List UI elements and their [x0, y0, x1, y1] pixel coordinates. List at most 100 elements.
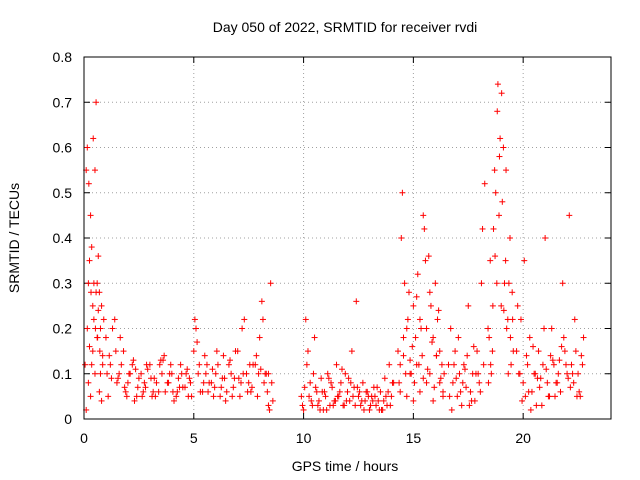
- data-point: [522, 393, 529, 400]
- data-point: [259, 316, 266, 323]
- data-point: [492, 253, 499, 260]
- data-point: [262, 370, 269, 377]
- data-point: [554, 379, 561, 386]
- data-point: [100, 316, 107, 323]
- data-point: [167, 361, 174, 368]
- data-point: [434, 316, 441, 323]
- data-point: [558, 343, 565, 350]
- data-point: [92, 325, 99, 332]
- data-point: [206, 379, 213, 386]
- data-point: [140, 388, 147, 395]
- data-point: [430, 397, 437, 404]
- data-point: [102, 334, 109, 341]
- data-point: [111, 316, 118, 323]
- data-point: [426, 370, 433, 377]
- data-point: [366, 406, 373, 413]
- data-point: [253, 352, 260, 359]
- data-point: [410, 397, 417, 404]
- data-point: [133, 393, 140, 400]
- data-point: [238, 379, 245, 386]
- data-point: [324, 370, 331, 377]
- data-point: [157, 357, 164, 364]
- data-point: [435, 307, 442, 314]
- data-point: [506, 235, 513, 241]
- data-point: [534, 375, 541, 382]
- data-point: [509, 289, 516, 296]
- data-point: [307, 379, 314, 386]
- data-point: [430, 334, 437, 341]
- data-point: [397, 388, 404, 395]
- data-point: [491, 167, 498, 174]
- data-point: [264, 388, 271, 395]
- data-point: [467, 388, 474, 395]
- data-point: [173, 393, 180, 400]
- data-point: [549, 357, 556, 364]
- data-point: [248, 384, 255, 391]
- y-axis-title: SRMTID / TECUs: [6, 183, 22, 293]
- data-point: [492, 189, 499, 196]
- data-point: [152, 393, 159, 400]
- data-point: [403, 325, 410, 332]
- data-point: [187, 379, 194, 386]
- data-point: [84, 325, 91, 332]
- data-point: [358, 397, 365, 404]
- data-point: [156, 361, 163, 368]
- data-point: [217, 393, 224, 400]
- data-point: [268, 379, 275, 386]
- data-point: [90, 280, 97, 287]
- data-point: [269, 397, 276, 404]
- data-point: [475, 370, 482, 377]
- data-point: [96, 348, 103, 355]
- data-point: [352, 402, 359, 409]
- data-point: [347, 379, 354, 386]
- data-point: [559, 280, 566, 287]
- data-point: [503, 325, 510, 332]
- data-point: [210, 393, 217, 400]
- data-point: [409, 343, 416, 350]
- y-tick-label: 0.5: [53, 185, 73, 201]
- data-point: [414, 271, 421, 278]
- data-point: [561, 348, 568, 355]
- y-tick-label: 0.4: [53, 230, 73, 246]
- data-point: [341, 402, 348, 409]
- data-point: [322, 393, 329, 400]
- data-point: [142, 384, 149, 391]
- data-point: [453, 375, 460, 382]
- data-point: [323, 406, 330, 413]
- data-point: [426, 289, 433, 296]
- data-point: [530, 343, 537, 350]
- data-point: [299, 402, 306, 409]
- data-point: [343, 397, 350, 404]
- chart-title: Day 050 of 2022, SRMTID for receiver rvd…: [213, 19, 478, 35]
- data-point: [143, 361, 150, 368]
- data-point: [131, 397, 138, 404]
- data-point: [337, 379, 344, 386]
- data-point: [455, 334, 462, 341]
- data-point: [202, 370, 209, 377]
- data-point: [388, 393, 395, 400]
- data-point: [354, 384, 361, 391]
- data-point: [543, 366, 550, 373]
- data-point: [124, 379, 131, 386]
- data-point: [477, 388, 484, 395]
- data-point: [355, 393, 362, 400]
- x-tick-label: 5: [190, 430, 198, 446]
- data-point: [200, 379, 207, 386]
- data-point: [121, 384, 128, 391]
- data-point: [536, 384, 543, 391]
- data-point: [254, 393, 261, 400]
- data-point: [445, 361, 452, 368]
- data-point: [480, 361, 487, 368]
- data-point: [211, 384, 218, 391]
- data-point: [496, 212, 503, 219]
- data-point: [407, 357, 414, 364]
- data-point: [403, 393, 410, 400]
- y-tick-label: 0.7: [53, 94, 73, 110]
- data-point: [576, 388, 583, 395]
- data-point: [539, 361, 546, 368]
- data-point: [214, 361, 221, 368]
- data-point: [87, 212, 94, 219]
- data-point: [505, 280, 512, 287]
- data-point: [86, 257, 93, 264]
- data-point: [413, 293, 420, 300]
